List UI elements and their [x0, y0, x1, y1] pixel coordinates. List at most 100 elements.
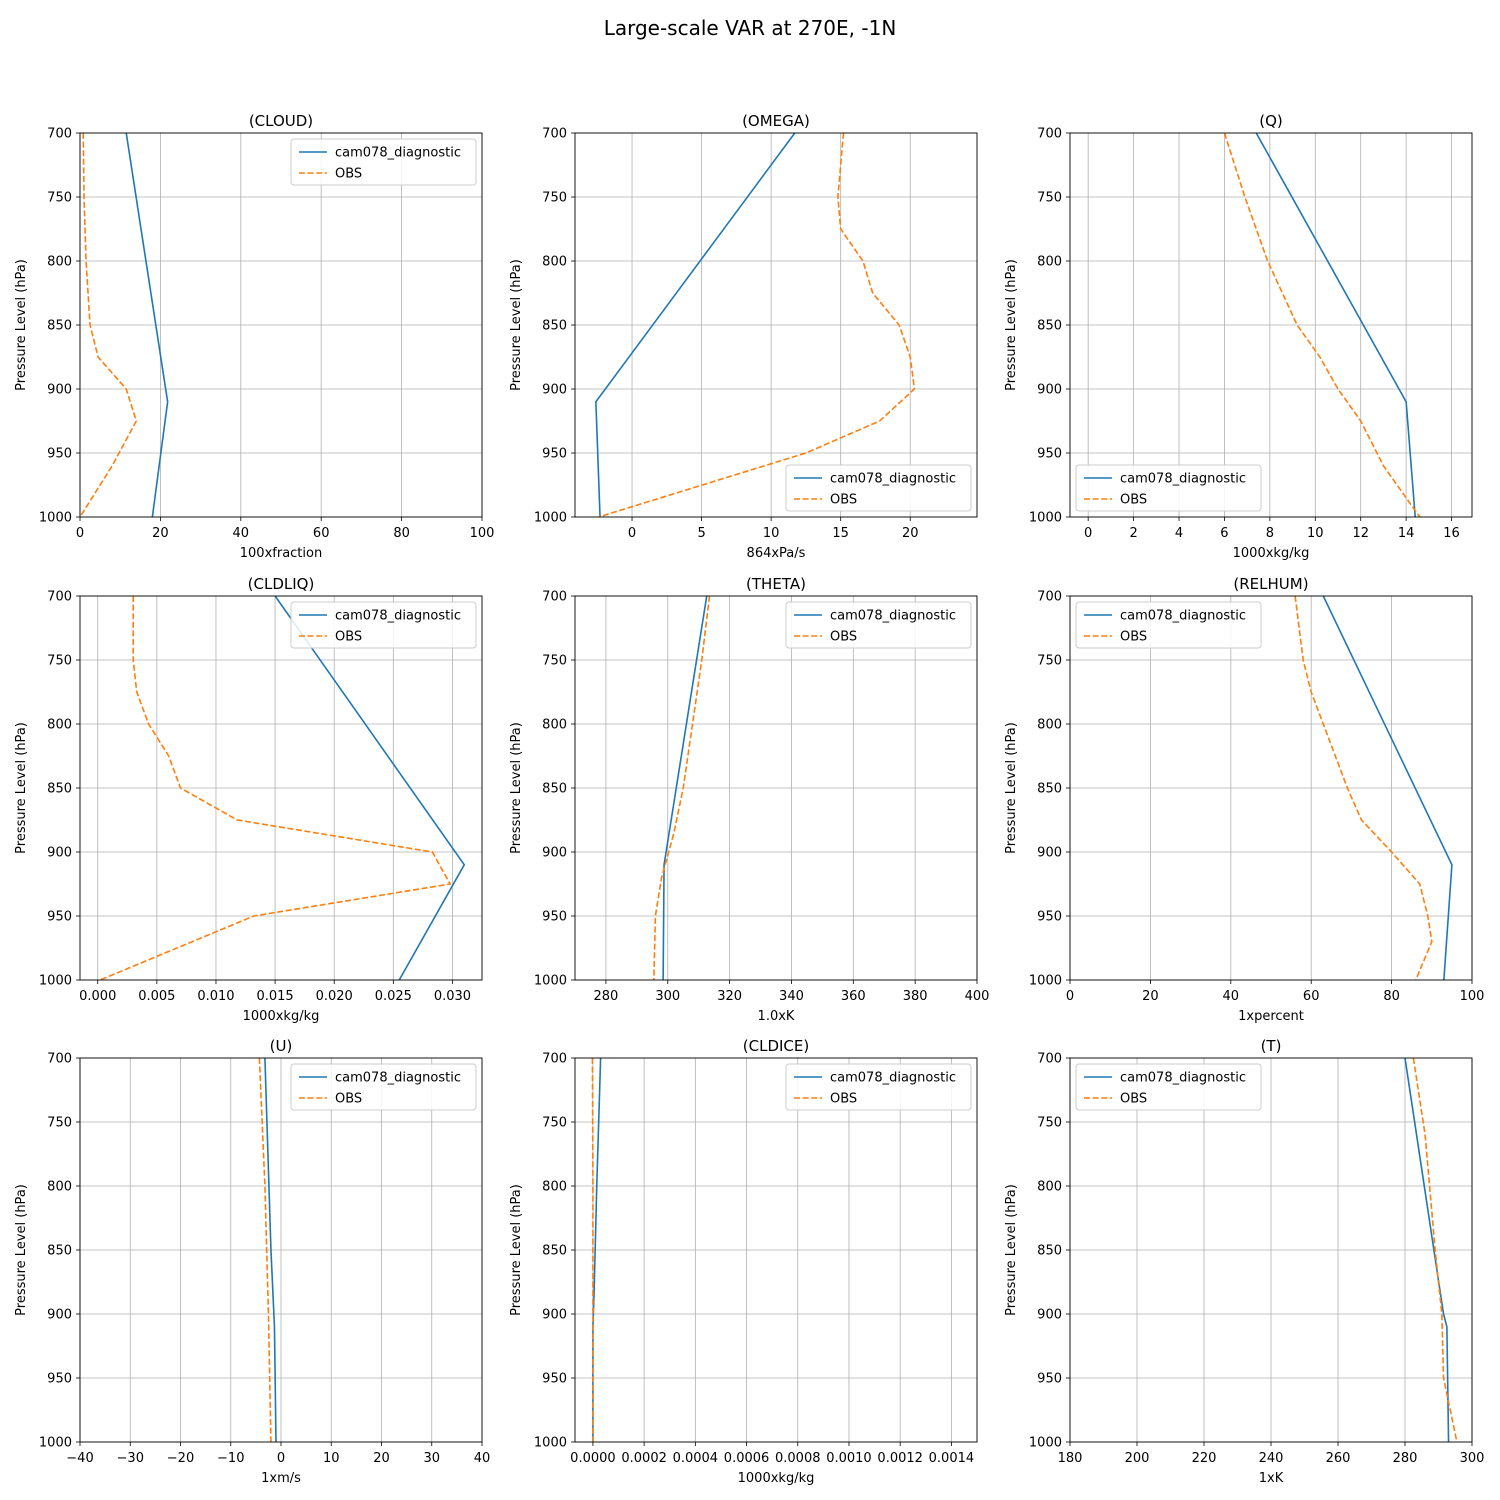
y-tick-label: 950 — [542, 910, 567, 925]
y-tick-label: 800 — [542, 1180, 567, 1195]
y-tick-label: 750 — [1037, 1116, 1062, 1131]
x-tick-label: 4 — [1175, 526, 1183, 541]
x-tick-label: −30 — [117, 1451, 144, 1466]
y-tick-label: 800 — [47, 1180, 72, 1195]
y-tick-label: 900 — [542, 383, 567, 398]
x-tick-label: 0 — [1066, 989, 1074, 1004]
subplot-cldice: 0.0000 0.0002 0.0004 0.0006 0.0008 0.0010 0.00… — [509, 1037, 978, 1486]
x-tick-label: 0.030 — [434, 989, 471, 1004]
y-tick-label: 800 — [542, 718, 567, 733]
x-tick-label: 12 — [1352, 526, 1369, 541]
x-tick-label: 15 — [832, 526, 849, 541]
x-axis-label: 1xK — [1259, 1471, 1284, 1486]
x-tick-label: 10 — [763, 526, 780, 541]
subplot-title: (CLOUD) — [249, 112, 313, 130]
x-tick-label: 0 — [277, 1451, 285, 1466]
y-tick-label: 800 — [542, 255, 567, 270]
y-tick-label: 850 — [1037, 782, 1062, 797]
subplot-title: (THETA) — [746, 575, 806, 593]
x-tick-label: 2 — [1129, 526, 1137, 541]
legend-label: cam078_diagnostic — [1120, 609, 1246, 624]
y-tick-label: 1000 — [39, 974, 72, 989]
y-tick-label: 800 — [1037, 1180, 1062, 1195]
x-tick-label: 0 — [628, 526, 636, 541]
y-tick-label: 700 — [47, 1052, 72, 1067]
y-tick-label: 950 — [542, 1372, 567, 1387]
x-tick-label: 0.0004 — [673, 1451, 719, 1466]
model-line — [274, 596, 466, 980]
subplot-title: (U) — [270, 1037, 293, 1055]
y-tick-label: 700 — [542, 590, 567, 605]
legend-box — [1075, 464, 1262, 512]
x-tick-label: 260 — [1326, 1451, 1351, 1466]
y-tick-label: 850 — [47, 1244, 72, 1259]
model-line — [595, 133, 796, 517]
x-tick-label: 5 — [697, 526, 705, 541]
x-tick-label: 60 — [313, 526, 330, 541]
y-tick-label: 850 — [1037, 319, 1062, 334]
x-tick-label: 10 — [1307, 526, 1324, 541]
y-tick-label: 800 — [47, 255, 72, 270]
x-tick-label: 0.0000 — [570, 1451, 616, 1466]
legend: cam078_diagnostic OBS — [290, 601, 477, 649]
x-tick-label: 240 — [1259, 1451, 1284, 1466]
y-tick-label: 750 — [1037, 191, 1062, 206]
y-tick-label: 1000 — [1029, 974, 1062, 989]
x-tick-label: 30 — [423, 1451, 440, 1466]
x-tick-label: 360 — [841, 989, 866, 1004]
obs-line — [1294, 596, 1433, 980]
y-tick-label: 700 — [542, 127, 567, 142]
y-tick-label: 700 — [1037, 1052, 1062, 1067]
x-tick-label: 180 — [1058, 1451, 1083, 1466]
x-tick-label: 0.005 — [138, 989, 175, 1004]
legend: cam078_diagnostic OBS — [1075, 1063, 1262, 1111]
x-tick-label: 220 — [1192, 1451, 1217, 1466]
legend-box — [785, 1063, 972, 1111]
obs-line — [1223, 133, 1421, 517]
y-tick-label: 850 — [47, 319, 72, 334]
y-tick-label: 1000 — [39, 1436, 72, 1451]
x-tick-label: 40 — [1223, 989, 1240, 1004]
legend: cam078_diagnostic OBS — [785, 464, 972, 512]
y-axis-label: Pressure Level (hPa) — [14, 722, 29, 854]
y-axis-label: Pressure Level (hPa) — [14, 1184, 29, 1316]
x-tick-label: 16 — [1443, 526, 1460, 541]
model-line — [1255, 133, 1417, 517]
y-tick-label: 700 — [1037, 127, 1062, 142]
legend: cam078_diagnostic OBS — [785, 1063, 972, 1111]
x-tick-label: 60 — [1303, 989, 1320, 1004]
subplot-title: (OMEGA) — [742, 112, 810, 130]
legend-label: OBS — [335, 167, 362, 182]
y-tick-label: 750 — [47, 654, 72, 669]
x-tick-label: 80 — [393, 526, 410, 541]
x-tick-label: 380 — [903, 989, 928, 1004]
y-tick-label: 800 — [1037, 718, 1062, 733]
y-axis-label: Pressure Level (hPa) — [1004, 722, 1019, 854]
y-tick-label: 750 — [47, 191, 72, 206]
y-tick-label: 800 — [47, 718, 72, 733]
y-axis-label: Pressure Level (hPa) — [14, 259, 29, 391]
legend-box — [290, 138, 477, 186]
x-axis-label: 100xfraction — [240, 546, 322, 561]
y-tick-label: 950 — [542, 447, 567, 462]
y-tick-label: 1000 — [1029, 1436, 1062, 1451]
y-tick-label: 950 — [47, 447, 72, 462]
legend: cam078_diagnostic OBS — [1075, 601, 1262, 649]
x-tick-label: 6 — [1220, 526, 1228, 541]
subplot-title: (Q) — [1259, 112, 1283, 130]
x-tick-label: 0.0008 — [775, 1451, 821, 1466]
plot-frame — [574, 132, 978, 518]
x-tick-label: 340 — [779, 989, 804, 1004]
x-tick-label: 20 — [902, 526, 919, 541]
y-tick-label: 900 — [542, 846, 567, 861]
x-tick-label: 14 — [1398, 526, 1415, 541]
y-tick-label: 700 — [47, 127, 72, 142]
y-tick-label: 850 — [1037, 1244, 1062, 1259]
x-axis-label: 1000xkg/kg — [243, 1009, 320, 1024]
y-tick-label: 850 — [47, 782, 72, 797]
legend-label: cam078_diagnostic — [335, 609, 461, 624]
x-tick-label: 300 — [655, 989, 680, 1004]
x-axis-label: 1xm/s — [261, 1471, 301, 1486]
y-tick-label: 850 — [542, 319, 567, 334]
